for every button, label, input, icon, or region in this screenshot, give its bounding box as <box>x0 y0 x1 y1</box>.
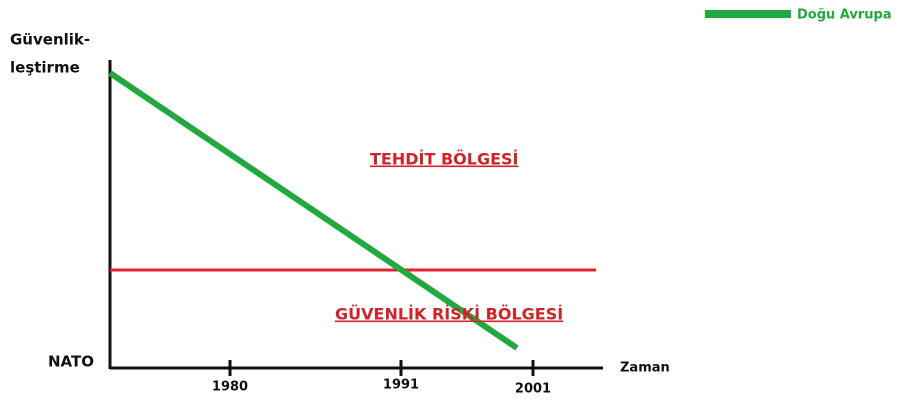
x-tick-label: 1991 <box>383 378 419 393</box>
trend-line <box>108 70 519 351</box>
x-tick-label: 2001 <box>515 382 551 397</box>
region-label: TEHDİT BÖLGESİ <box>370 150 518 169</box>
origin-label: NATO <box>48 353 94 371</box>
y-axis-title: leştirme <box>10 59 80 77</box>
legend-label: Doğu Avrupa <box>797 8 892 23</box>
region-label: GÜVENLİK RİSKİ BÖLGESİ <box>335 305 563 324</box>
x-axis-title: Zaman <box>620 361 670 376</box>
legend-swatch <box>705 10 791 18</box>
x-tick-label: 1980 <box>212 380 248 395</box>
y-axis-title: Güvenlik- <box>10 31 90 49</box>
